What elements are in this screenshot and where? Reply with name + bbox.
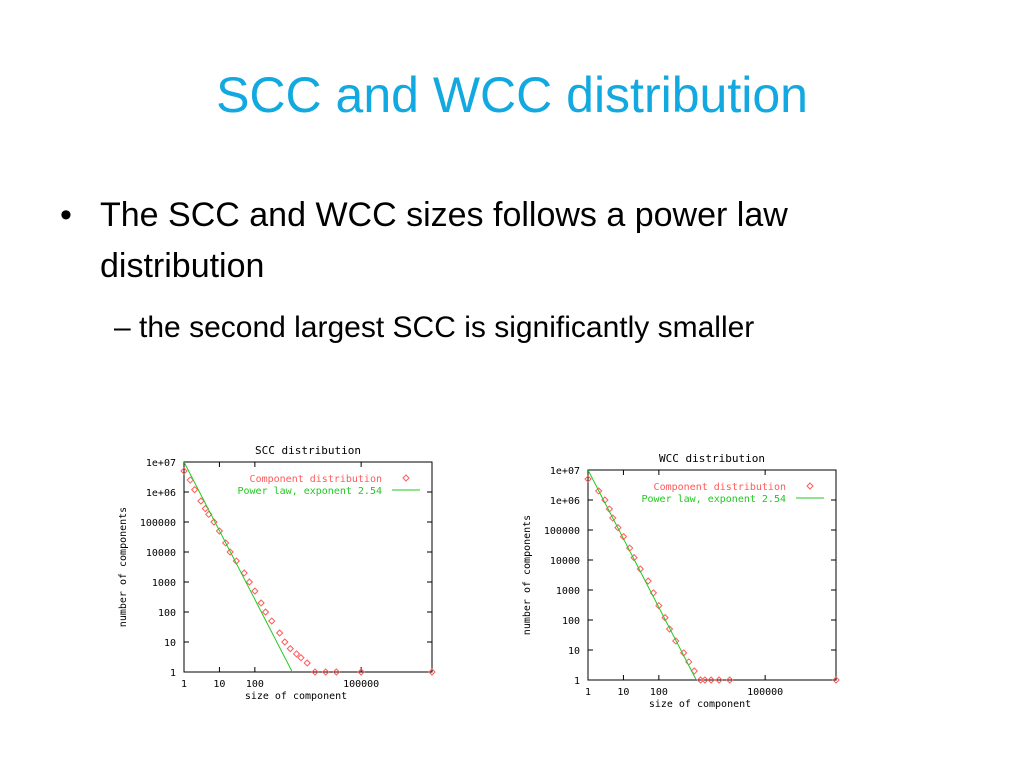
scc-data-point xyxy=(268,617,276,625)
wcc-y-axis-label: number of components xyxy=(522,515,533,635)
wcc-data-point xyxy=(644,577,652,585)
scc-x-tick-label: 1 xyxy=(181,679,187,690)
wcc-y-tick-label: 1e+06 xyxy=(550,496,580,507)
wcc-y-tick-label: 10 xyxy=(568,646,580,657)
wcc-data-point xyxy=(672,637,680,645)
wcc-x-tick-label: 10 xyxy=(617,687,629,698)
wcc-distribution-chart: WCC distribution 1 10 100 1000 10000 100000 1e+… xyxy=(516,448,840,710)
wcc-x-tick-label: 100 xyxy=(650,687,668,698)
scc-plot-frame xyxy=(183,461,433,673)
scc-data-point xyxy=(226,548,234,556)
wcc-y-tick-label: 1 xyxy=(574,676,580,687)
bullet-glyph: • xyxy=(60,196,72,234)
sub-bullet-glyph: – xyxy=(114,311,131,344)
wcc-data-point xyxy=(609,514,617,522)
wcc-y-tick-label: 1000 xyxy=(556,586,580,597)
scc-x-tick-label: 100000 xyxy=(343,679,379,690)
wcc-data-point xyxy=(690,667,698,675)
wcc-data-point xyxy=(594,487,603,495)
scc-data-point xyxy=(281,638,289,646)
wcc-data-point xyxy=(707,676,715,684)
scc-data-point xyxy=(332,668,341,676)
scc-data-point xyxy=(190,485,199,494)
scc-data-point xyxy=(180,467,188,475)
wcc-y-tick-label: 10000 xyxy=(550,556,580,567)
wcc-data-point xyxy=(614,523,622,532)
scc-power-law-line xyxy=(184,462,293,672)
wcc-y-tick-label: 1e+07 xyxy=(550,466,580,477)
scc-legend-label: Component distribution xyxy=(250,474,382,485)
scc-data-point xyxy=(257,599,265,607)
scc-data-point xyxy=(197,497,205,505)
wcc-chart-svg: WCC distribution 1 10 100 1000 10000 100000 1e+… xyxy=(522,452,840,710)
wcc-power-law-line xyxy=(588,470,697,680)
wcc-y-tick-label: 100 xyxy=(562,616,580,627)
scc-x-axis-label: size of component xyxy=(245,691,347,702)
scc-data-point xyxy=(215,527,224,535)
scc-data-point xyxy=(221,539,230,547)
scc-legend-point-swatch xyxy=(402,474,410,482)
scc-y-tick-label: 1e+06 xyxy=(146,488,176,499)
wcc-legend-point-swatch xyxy=(806,482,814,490)
scc-y-tick-label: 1e+07 xyxy=(146,458,176,469)
scc-data-point xyxy=(261,608,270,616)
wcc-data-point xyxy=(655,601,663,610)
scc-y-tick-label: 100 xyxy=(158,608,176,619)
scc-y-tick-label: 10 xyxy=(164,638,176,649)
scc-chart-svg: SCC distribution 1 10 100 1000 10000 100000 1e+… xyxy=(118,444,436,702)
wcc-data-point xyxy=(715,676,723,684)
wcc-x-axis-label: size of component xyxy=(649,699,751,710)
slide-title: SCC and WCC distribution xyxy=(216,67,808,123)
wcc-data-point xyxy=(630,553,638,562)
scc-y-tick-label: 100000 xyxy=(140,518,176,529)
wcc-x-tick-label: 1 xyxy=(585,687,591,698)
scc-data-point xyxy=(297,653,305,662)
scc-x-tick-label: 10 xyxy=(213,679,225,690)
scc-data-point xyxy=(357,668,365,676)
wcc-plot-frame xyxy=(587,469,837,681)
scc-data-point xyxy=(210,518,218,526)
bullet-text: The SCC and WCC sizes follows a power la… xyxy=(100,196,788,285)
scc-data-point xyxy=(286,644,294,653)
wcc-legend-label: Power law, exponent 2.54 xyxy=(642,494,787,505)
scc-data-point xyxy=(292,650,301,658)
scc-data-point xyxy=(245,578,254,586)
wcc-data-point xyxy=(726,676,734,684)
scc-distribution-chart: SCC distribution 1 10 100 1000 10000 100000 1e+… xyxy=(112,440,436,702)
scc-data-point xyxy=(240,569,248,577)
wcc-data-point xyxy=(701,676,709,684)
scc-data-point xyxy=(322,668,330,676)
scc-y-tick-label: 1000 xyxy=(152,578,176,589)
scc-y-tick-label: 10000 xyxy=(146,548,176,559)
scc-data-point xyxy=(251,587,259,595)
wcc-chart-title: WCC distribution xyxy=(659,452,765,465)
sub-bullet-item: – the second largest SCC is significantl… xyxy=(114,305,974,351)
scc-data-point xyxy=(428,668,436,676)
scc-y-tick-label: 1 xyxy=(170,668,176,679)
wcc-data-point xyxy=(665,625,674,633)
wcc-data-point xyxy=(584,475,592,483)
wcc-legend-label: Component distribution xyxy=(654,482,786,493)
wcc-x-tick-label: 100000 xyxy=(747,687,783,698)
wcc-data-point xyxy=(832,676,840,684)
scc-y-axis-label: number of components xyxy=(118,507,129,627)
scc-data-point xyxy=(303,659,311,667)
scc-x-tick-label: 100 xyxy=(246,679,264,690)
scc-chart-title: SCC distribution xyxy=(255,444,361,457)
wcc-y-tick-label: 100000 xyxy=(544,526,580,537)
sub-bullet-text: the second largest SCC is significantly … xyxy=(139,311,755,344)
scc-data-point xyxy=(275,629,284,637)
scc-legend-label: Power law, exponent 2.54 xyxy=(238,486,383,497)
scc-data-point xyxy=(311,668,319,676)
